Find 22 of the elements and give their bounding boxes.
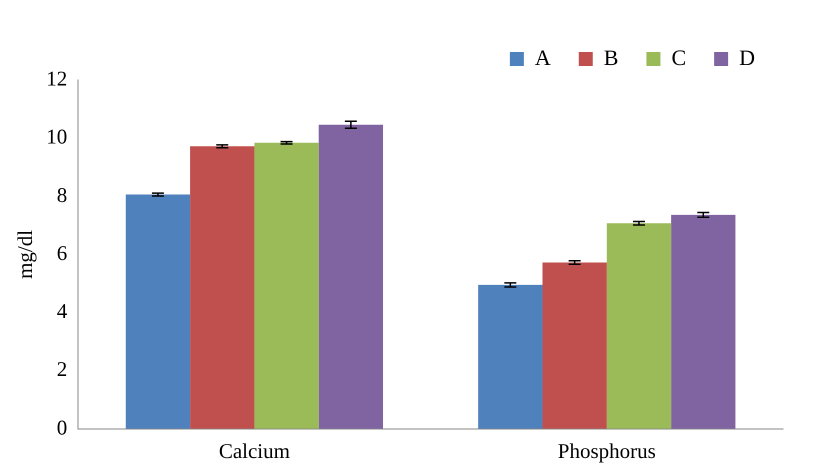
- bar: [542, 262, 607, 429]
- y-axis-title: mg/dl: [13, 230, 38, 279]
- bar: [318, 124, 384, 429]
- legend-label: A: [534, 44, 551, 70]
- bar: [126, 194, 190, 429]
- legend-label: C: [671, 44, 686, 70]
- x-tick-label: Calcium: [218, 438, 290, 463]
- bar: [606, 223, 672, 429]
- legend-label: D: [739, 44, 756, 70]
- x-tick-label: Phosphorus: [558, 438, 656, 463]
- y-tick-label: 6: [56, 240, 68, 265]
- bar: [478, 284, 542, 429]
- legend-label: B: [604, 44, 618, 70]
- y-tick-label: 8: [56, 182, 68, 207]
- bar: [671, 214, 736, 429]
- bar: [190, 146, 254, 429]
- y-tick-label: 0: [56, 415, 68, 440]
- bar: [254, 142, 319, 429]
- y-tick-label: 10: [46, 124, 68, 149]
- y-tick-label: 2: [56, 357, 68, 382]
- y-tick-label: 12: [46, 66, 68, 91]
- y-tick-label: 4: [56, 299, 68, 324]
